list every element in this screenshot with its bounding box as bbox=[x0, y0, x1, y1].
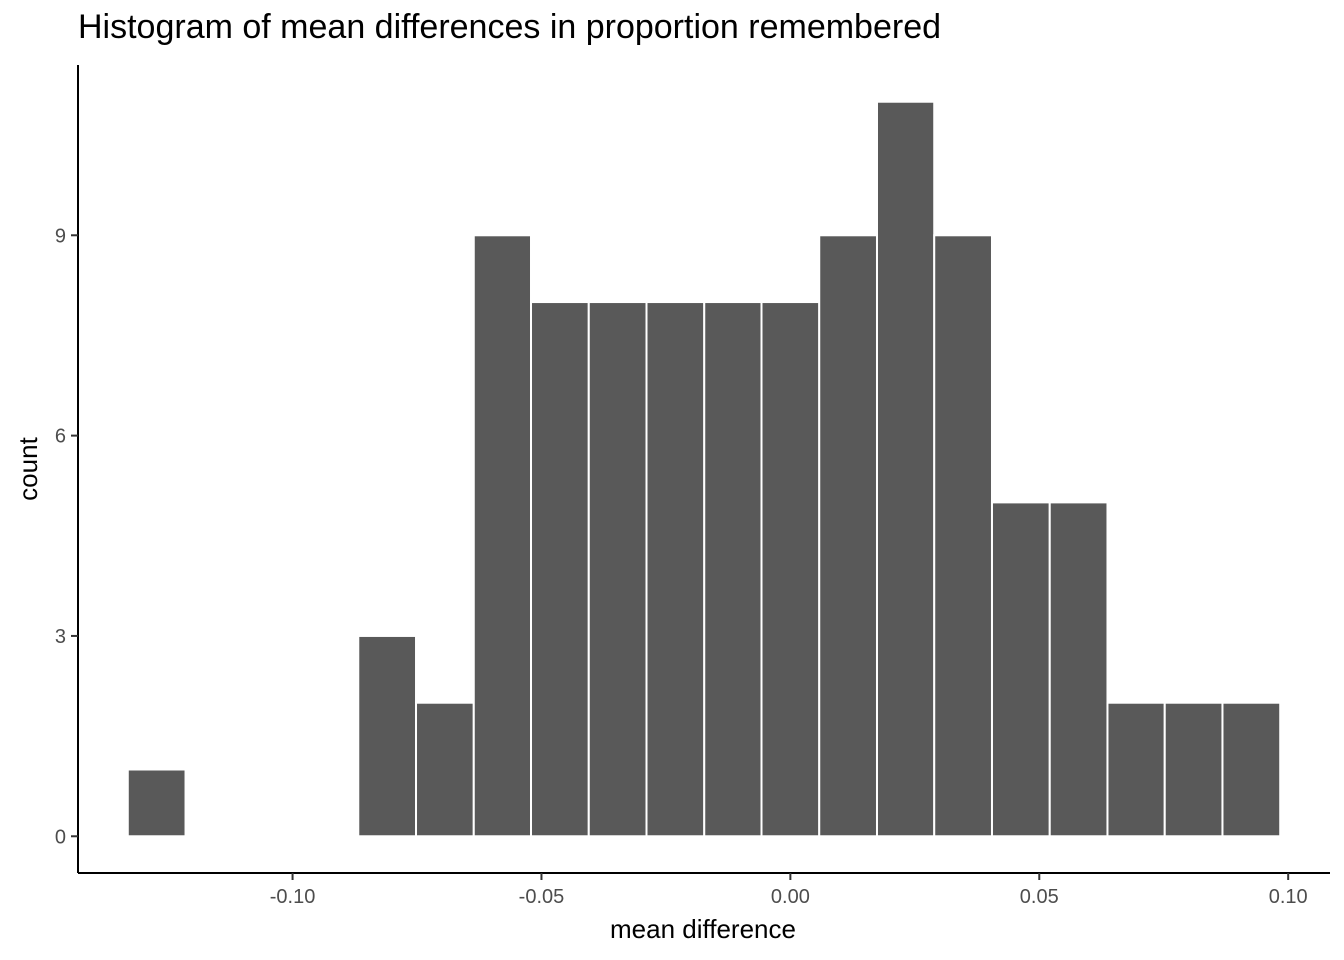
y-tick-label: 9 bbox=[55, 225, 66, 247]
chart-title: Histogram of mean differences in proport… bbox=[78, 8, 942, 46]
histogram-bar-10 bbox=[703, 301, 763, 838]
bars-layer bbox=[126, 100, 1282, 838]
histogram-bar-4 bbox=[357, 634, 418, 838]
histogram-bar-12 bbox=[818, 234, 878, 838]
y-axis-ticks: 0 3 6 9 bbox=[55, 225, 78, 848]
histogram-bar-11 bbox=[760, 301, 821, 838]
histogram-bar-0 bbox=[126, 768, 187, 838]
histogram-bar-6 bbox=[472, 234, 533, 838]
y-tick-label: 6 bbox=[55, 426, 66, 448]
histogram-bar-9 bbox=[645, 301, 706, 838]
histogram-bar-8 bbox=[587, 301, 648, 838]
histogram-bar-13 bbox=[875, 100, 936, 838]
y-axis-title: count bbox=[13, 436, 43, 500]
x-axis-title: mean difference bbox=[610, 914, 796, 944]
histogram-bar-7 bbox=[530, 301, 590, 838]
y-tick-label: 0 bbox=[55, 826, 66, 848]
y-tick-label: 3 bbox=[55, 626, 66, 648]
x-tick-label: -0.10 bbox=[270, 886, 316, 908]
x-axis-ticks: -0.10 -0.05 0.00 0.05 0.10 bbox=[270, 873, 1308, 908]
histogram-bar-15 bbox=[990, 501, 1051, 838]
histogram-bar-18 bbox=[1163, 701, 1224, 838]
histogram-bar-19 bbox=[1221, 701, 1282, 838]
x-tick-label: 0.00 bbox=[771, 886, 810, 908]
histogram-bar-5 bbox=[415, 701, 475, 838]
x-tick-label: -0.05 bbox=[519, 886, 565, 908]
x-tick-label: 0.10 bbox=[1269, 886, 1308, 908]
histogram-bar-17 bbox=[1106, 701, 1166, 838]
histogram-bar-14 bbox=[933, 234, 993, 838]
histogram-bar-16 bbox=[1048, 501, 1109, 838]
x-tick-label: 0.05 bbox=[1020, 886, 1059, 908]
